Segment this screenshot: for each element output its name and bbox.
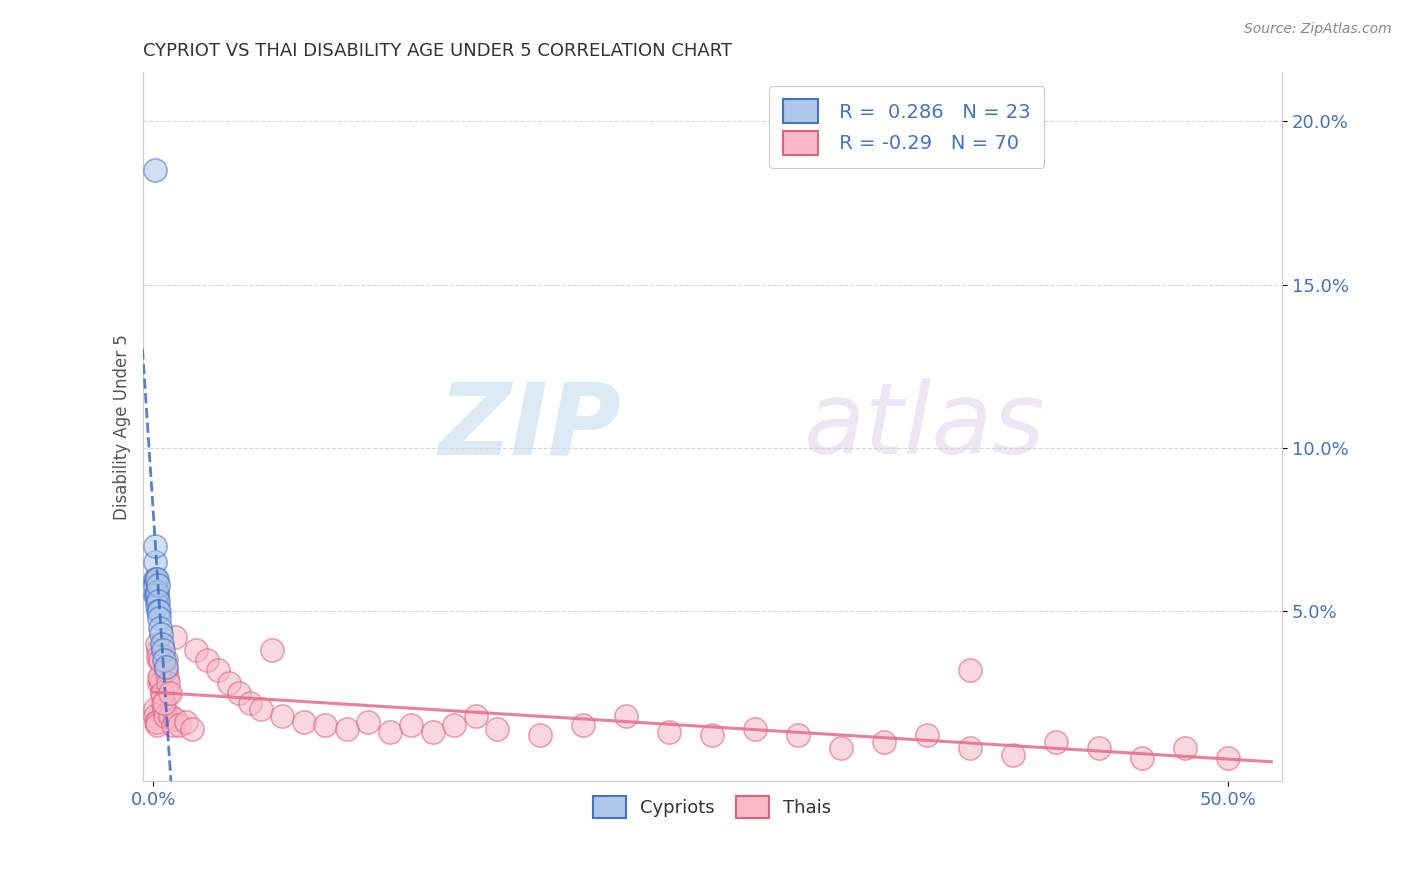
Point xyxy=(787,728,810,742)
Point xyxy=(153,653,176,667)
Point xyxy=(917,728,939,742)
Point xyxy=(143,702,166,716)
Point xyxy=(443,718,465,732)
Point xyxy=(702,728,724,742)
Legend: Cypriots, Thais: Cypriots, Thais xyxy=(586,789,839,825)
Point xyxy=(163,630,186,644)
Point xyxy=(207,663,229,677)
Point xyxy=(143,163,166,178)
Text: Source: ZipAtlas.com: Source: ZipAtlas.com xyxy=(1244,22,1392,37)
Point xyxy=(658,725,681,739)
Point xyxy=(145,715,167,730)
Point xyxy=(159,686,181,700)
Point xyxy=(357,715,380,730)
Point xyxy=(157,676,180,690)
Point xyxy=(149,621,172,635)
Point xyxy=(422,725,444,739)
Text: ZIP: ZIP xyxy=(439,378,621,475)
Point xyxy=(167,718,190,732)
Point xyxy=(146,584,169,599)
Point xyxy=(529,728,551,742)
Point xyxy=(614,708,637,723)
Point xyxy=(260,643,283,657)
Point xyxy=(181,722,204,736)
Point xyxy=(153,708,176,723)
Point xyxy=(148,611,170,625)
Point xyxy=(145,588,167,602)
Point xyxy=(153,702,176,716)
Point xyxy=(145,637,167,651)
Point xyxy=(149,653,172,667)
Point xyxy=(336,722,359,736)
Point xyxy=(143,539,166,553)
Point xyxy=(1174,741,1197,756)
Point xyxy=(145,572,167,586)
Point xyxy=(145,588,167,602)
Point xyxy=(148,604,170,618)
Point xyxy=(163,712,186,726)
Point xyxy=(152,696,174,710)
Point xyxy=(149,676,172,690)
Point xyxy=(150,637,173,651)
Point xyxy=(149,669,172,683)
Point xyxy=(195,653,218,667)
Point xyxy=(464,708,486,723)
Point xyxy=(146,718,169,732)
Point xyxy=(159,708,181,723)
Text: CYPRIOT VS THAI DISABILITY AGE UNDER 5 CORRELATION CHART: CYPRIOT VS THAI DISABILITY AGE UNDER 5 C… xyxy=(142,42,731,60)
Point xyxy=(145,715,167,730)
Point xyxy=(146,643,169,657)
Point xyxy=(271,708,294,723)
Point xyxy=(186,643,208,657)
Point xyxy=(149,627,172,641)
Point xyxy=(145,708,167,723)
Point xyxy=(145,578,167,592)
Point xyxy=(959,741,981,756)
Point xyxy=(145,555,167,569)
Point xyxy=(152,643,174,657)
Point xyxy=(1130,751,1153,765)
Point xyxy=(155,659,177,673)
Point xyxy=(145,572,167,586)
Point xyxy=(143,572,166,586)
Point xyxy=(744,722,766,736)
Text: atlas: atlas xyxy=(803,378,1045,475)
Point xyxy=(1218,751,1240,765)
Point xyxy=(228,686,250,700)
Point xyxy=(1088,741,1111,756)
Point xyxy=(146,649,169,664)
Point xyxy=(146,604,169,618)
Point xyxy=(572,718,595,732)
Point xyxy=(146,578,169,592)
Point xyxy=(314,718,336,732)
Point xyxy=(218,676,240,690)
Point xyxy=(156,669,179,683)
Point xyxy=(239,696,262,710)
Point xyxy=(146,598,169,612)
Point xyxy=(148,653,170,667)
Point xyxy=(148,669,170,683)
Point xyxy=(157,686,180,700)
Point xyxy=(153,696,176,710)
Point xyxy=(378,725,401,739)
Point xyxy=(145,588,167,602)
Point xyxy=(959,663,981,677)
Point xyxy=(174,715,197,730)
Point xyxy=(155,663,177,677)
Point xyxy=(401,718,423,732)
Point xyxy=(873,735,896,749)
Point xyxy=(1045,735,1067,749)
Point xyxy=(150,686,173,700)
Point xyxy=(162,718,184,732)
Point xyxy=(292,715,315,730)
Point xyxy=(150,686,173,700)
Point xyxy=(486,722,509,736)
Point xyxy=(1002,747,1025,762)
Y-axis label: Disability Age Under 5: Disability Age Under 5 xyxy=(114,334,131,520)
Point xyxy=(148,676,170,690)
Point xyxy=(249,702,271,716)
Point xyxy=(155,653,177,667)
Point xyxy=(830,741,852,756)
Point xyxy=(146,594,169,608)
